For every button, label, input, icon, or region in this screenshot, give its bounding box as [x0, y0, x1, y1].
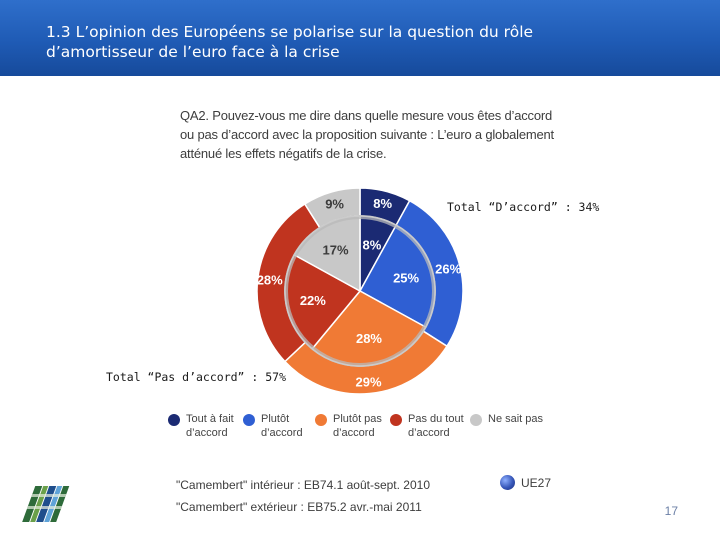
inner-slice-label-2: 28% [356, 331, 382, 346]
legend-label: Ne sait pas [488, 413, 544, 425]
legend-label: Tout à fait d’accord [186, 413, 234, 439]
legend-item-plutot-pas: Plutôt pas d’accord [315, 412, 382, 440]
survey-question: QA2. Pouvez-vous me dire dans quelle mes… [180, 108, 554, 161]
slide-title: 1.3 L’opinion des Européens se polarise … [46, 23, 534, 61]
legend-label: Plutôt d’accord [261, 413, 303, 439]
legend-item-pas-du-tout: Pas du tout d’accord [390, 412, 464, 440]
outer-slice-label-1: 26% [435, 261, 461, 276]
legend-item-plutot: Plutôt d’accord [243, 412, 303, 440]
chart-legend: Tout à fait d’accord Plutôt d’accord Plu… [168, 412, 568, 448]
legend-swatch [390, 414, 402, 426]
title-bar: 1.3 L’opinion des Européens se polarise … [0, 0, 720, 76]
outer-slice-label-3: 28% [257, 273, 283, 288]
eurobarometer-logo [22, 486, 70, 522]
inner-slice-label-0: 8% [363, 238, 382, 253]
legend-label: Plutôt pas d’accord [333, 413, 382, 439]
inner-slice-label-1: 25% [393, 271, 419, 286]
scope-label: UE27 [521, 475, 552, 490]
outer-slice-label-4: 9% [325, 197, 344, 212]
legend-swatch [168, 414, 180, 426]
legend-item-ne-sait-pas: Ne sait pas [470, 412, 543, 426]
disagree-total-annotation: Total “Pas d’accord” : 57% [106, 370, 287, 384]
globe-icon [500, 475, 515, 490]
outer-slice-label-2: 29% [356, 375, 382, 390]
legend-swatch [243, 414, 255, 426]
source-outer: "Camembert" extérieur : EB75.2 avr.-mai … [176, 500, 422, 514]
legend-label: Pas du tout d’accord [408, 413, 464, 439]
inner-slice-label-3: 22% [300, 293, 326, 308]
outer-slice-label-0: 8% [373, 196, 392, 211]
inner-slice-label-4: 17% [323, 243, 349, 258]
source-inner: "Camembert" intérieur : EB74.1 août-sept… [176, 478, 430, 492]
agree-total-annotation: Total “D’accord” : 34% [447, 200, 600, 214]
legend-swatch [315, 414, 327, 426]
source-notes: "Camembert" intérieur : EB74.1 août-sept… [176, 474, 430, 518]
separator-ring [284, 215, 436, 367]
legend-item-tout-a-fait: Tout à fait d’accord [168, 412, 234, 440]
legend-swatch [470, 414, 482, 426]
scope-badge: UE27 [500, 475, 551, 490]
page-number: 17 [664, 504, 678, 518]
